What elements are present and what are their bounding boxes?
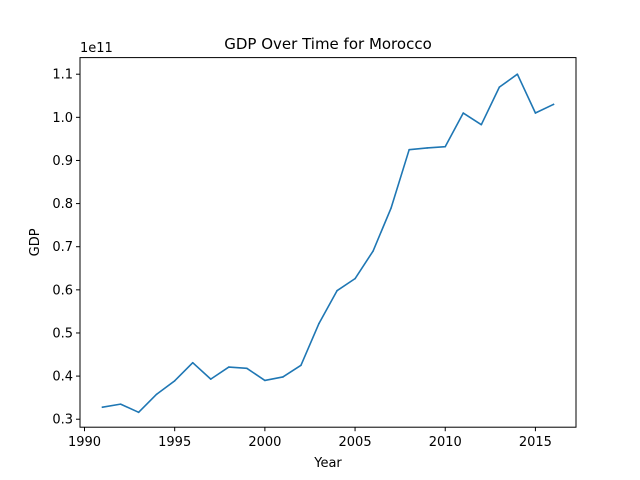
gdp-data-point xyxy=(209,378,212,380)
gdp-data-point xyxy=(228,366,230,368)
x-tick-label: 1995 xyxy=(158,435,191,450)
y-tick-label: 0.8 xyxy=(52,197,73,212)
x-tick-label: 1990 xyxy=(68,435,101,450)
x-axis-label: Year xyxy=(313,456,342,471)
gdp-series-line xyxy=(101,73,555,414)
gdp-data-point xyxy=(191,361,194,364)
gdp-data-point xyxy=(155,393,158,396)
gdp-data-point xyxy=(462,112,465,114)
gdp-data-point xyxy=(119,403,122,405)
y-tick-label: 0.4 xyxy=(52,370,73,385)
y-tick-label: 0.3 xyxy=(52,413,73,428)
chart-title: GDP Over Time for Morocco xyxy=(224,35,432,53)
axes-frame xyxy=(79,57,577,428)
y-tick-label: 1.1 xyxy=(52,68,73,83)
gdp-data-point xyxy=(480,123,483,126)
gdp-data-point xyxy=(173,380,176,382)
gdp-data-point xyxy=(354,277,356,280)
y-tick-label: 0.6 xyxy=(52,283,73,298)
gdp-data-point xyxy=(318,322,320,325)
y-tick-label: 0.9 xyxy=(52,154,73,169)
gdp-data-point xyxy=(498,86,501,88)
gdp-data-point xyxy=(137,411,140,414)
gdp-data-point xyxy=(426,147,429,149)
gdp-data-point xyxy=(552,103,555,106)
gdp-data-point xyxy=(246,367,248,370)
y-tick-label: 1.0 xyxy=(52,111,73,126)
gdp-data-point xyxy=(372,250,374,252)
x-tick-label: 2000 xyxy=(248,435,281,450)
gdp-data-point xyxy=(282,376,284,378)
gdp-data-point xyxy=(101,406,104,408)
gdp-data-point xyxy=(444,145,447,148)
x-tick-label: 2005 xyxy=(339,435,372,450)
x-tick-label: 2015 xyxy=(519,435,552,450)
gdp-data-point xyxy=(300,364,302,367)
gdp-data-point xyxy=(336,289,338,292)
gdp-data-point xyxy=(390,207,392,209)
gdp-data-point xyxy=(534,112,537,114)
gdp-data-point xyxy=(516,73,519,75)
y-tick-label: 0.5 xyxy=(52,326,73,341)
y-axis-label: GDP xyxy=(28,228,43,256)
x-tick-label: 2010 xyxy=(429,435,462,450)
y-offset-label: 1e11 xyxy=(80,41,113,56)
gdp-data-point xyxy=(264,379,266,382)
gdp-data-point xyxy=(408,148,410,151)
y-tick-label: 0.7 xyxy=(52,240,73,255)
